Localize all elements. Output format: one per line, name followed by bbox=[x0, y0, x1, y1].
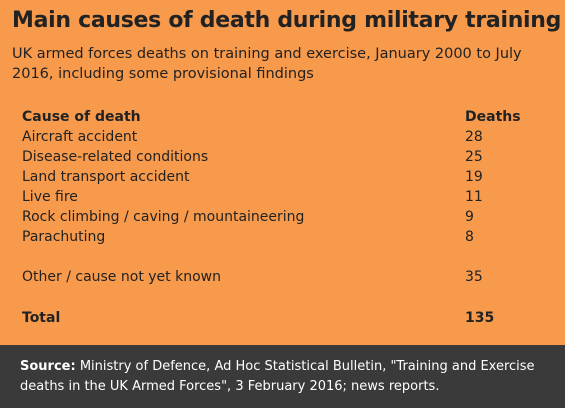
header-row: Cause of death Deaths bbox=[0, 107, 565, 127]
cell: 19 bbox=[465, 169, 483, 185]
other-row: Other / cause not yet known 35 bbox=[0, 267, 565, 287]
cell: Aircraft accident bbox=[22, 129, 138, 145]
cell: 9 bbox=[465, 209, 474, 225]
source-label: Source: bbox=[20, 359, 76, 374]
cell: Parachuting bbox=[22, 229, 106, 245]
cell: Disease-related conditions bbox=[22, 149, 209, 165]
table-row: Land transport accident 19 bbox=[0, 167, 565, 187]
source-text: Ministry of Defence, Ad Hoc Statistical … bbox=[20, 359, 535, 394]
table-row: Live fire 11 bbox=[0, 187, 565, 207]
cell: Cause of death bbox=[22, 109, 141, 125]
title: Main causes of death during military tra… bbox=[12, 8, 562, 33]
cell: Other / cause not yet known bbox=[22, 269, 221, 285]
table-row: Parachuting 8 bbox=[0, 227, 565, 247]
subtitle: UK armed forces deaths on training and e… bbox=[12, 46, 522, 82]
cell: 28 bbox=[465, 129, 483, 145]
cell: Total bbox=[22, 310, 61, 326]
cell: 8 bbox=[465, 229, 474, 245]
total-row: Total 135 bbox=[0, 308, 565, 328]
cell: Live fire bbox=[22, 189, 78, 205]
cell: Rock climbing / caving / mountaineering bbox=[22, 209, 305, 225]
table-row: Disease-related conditions 25 bbox=[0, 147, 565, 167]
cell: 25 bbox=[465, 149, 483, 165]
cell: 35 bbox=[465, 269, 483, 285]
cell: 11 bbox=[465, 189, 483, 205]
cell: Land transport accident bbox=[22, 169, 190, 185]
source: Source: Ministry of Defence, Ad Hoc Stat… bbox=[20, 357, 560, 397]
table-row: Rock climbing / caving / mountaineering 9 bbox=[0, 207, 565, 227]
cell: 135 bbox=[465, 310, 495, 326]
table-row: Aircraft accident 28 bbox=[0, 127, 565, 147]
cell: Deaths bbox=[465, 109, 521, 125]
footer: Source: Ministry of Defence, Ad Hoc Stat… bbox=[0, 345, 565, 408]
